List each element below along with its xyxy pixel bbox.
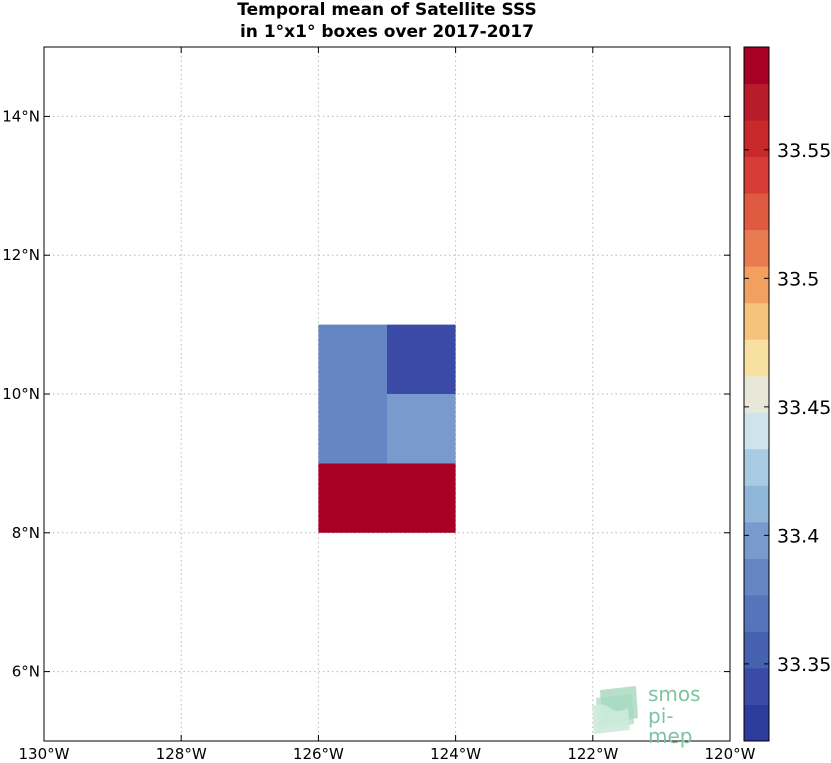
x-tick-label: 124°W: [430, 745, 481, 763]
colorbar-segment: [744, 594, 769, 632]
chart-title-line-1: Temporal mean of Satellite SSS: [237, 0, 537, 20]
logo-waves-icon: [592, 686, 638, 734]
colorbar-segment: [744, 412, 769, 450]
x-tick-label: 130°W: [19, 745, 70, 763]
heatmap-cell: [318, 463, 387, 533]
colorbar-segment: [744, 521, 769, 559]
colorbar-segment: [744, 667, 769, 705]
colorbar-tick-label: 33.4: [777, 525, 819, 547]
colorbar-segment: [744, 156, 769, 194]
colorbar-frame: [743, 46, 770, 742]
colorbar-segment: [744, 120, 769, 158]
colorbar-segment: [744, 339, 769, 377]
x-tick-label: 120°W: [705, 745, 756, 763]
colorbar-segment: [744, 448, 769, 486]
logo-text-pimep: pi-mep: [648, 704, 693, 748]
colorbar-segment: [744, 704, 769, 742]
y-tick-label: 14°N: [2, 107, 40, 125]
colorbar-tick-label: 33.35: [777, 654, 831, 676]
colorbar-segment: [744, 83, 769, 121]
x-tick-label: 128°W: [156, 745, 207, 763]
heatmap-cell: [387, 394, 456, 464]
colorbar-tick-label: 33.5: [777, 268, 819, 290]
chart-title-line-2: in 1°x1° boxes over 2017-2017: [239, 22, 535, 42]
colorbar-tick-label: 33.55: [777, 140, 831, 162]
colorbar-segment: [744, 266, 769, 304]
colorbar-tick-label: 33.45: [777, 397, 831, 419]
y-tick-label: 8°N: [12, 524, 40, 542]
y-tick-label: 6°N: [12, 663, 40, 681]
colorbar-segment: [744, 485, 769, 523]
colorbar-segment: [744, 558, 769, 596]
y-tick-label: 10°N: [2, 385, 40, 403]
colorbar-segment: [744, 47, 769, 85]
heatmap-cell: [318, 324, 387, 394]
logo-text-smos: smos: [648, 682, 701, 706]
x-tick-label: 122°W: [567, 745, 618, 763]
heatmap-cell: [387, 324, 456, 394]
colorbar-segment: [744, 229, 769, 267]
x-tick-label: 126°W: [293, 745, 344, 763]
heatmap-cells: [318, 324, 456, 533]
y-tick-label: 12°N: [2, 246, 40, 264]
colorbar-segment: [744, 631, 769, 669]
colorbar: 33.35 33.4 33.45 33.5 33.55: [743, 46, 831, 742]
heatmap-cell: [387, 463, 456, 533]
colorbar-segment: [744, 193, 769, 231]
colorbar-segment: [744, 302, 769, 340]
smos-pimep-logo: smos pi-mep: [592, 682, 712, 746]
heatmap-cell: [318, 394, 387, 464]
axis-ticks: 130°W 128°W 126°W 124°W 122°W 120°W 6°N 8°N 10°N…: [2, 47, 756, 763]
